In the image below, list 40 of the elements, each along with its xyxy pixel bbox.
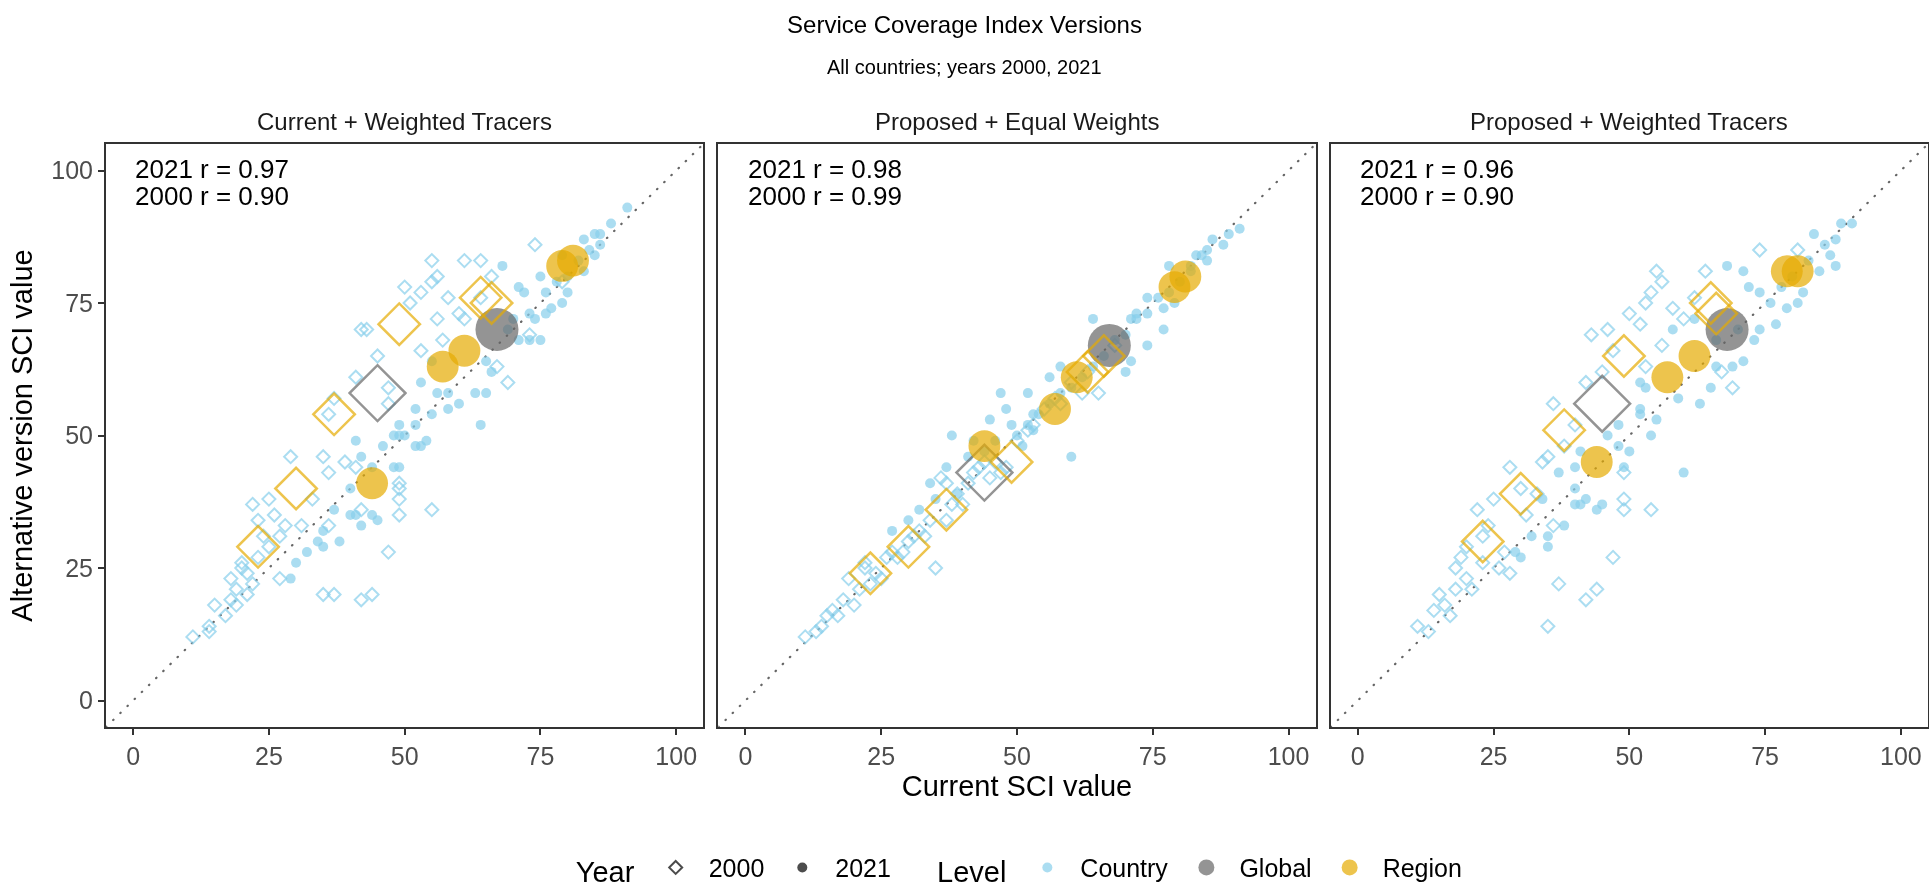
annotation: 2000 r = 0.99 xyxy=(748,181,902,211)
chart-title: Proposed + Weighted Tracers xyxy=(1470,108,1788,135)
x-tick-label: 100 xyxy=(1267,742,1310,770)
legend-label: Region xyxy=(1382,854,1462,883)
y-tick-label: 25 xyxy=(65,553,93,582)
x-tick-label: 100 xyxy=(655,742,698,770)
y-tick-label: 0 xyxy=(79,686,93,715)
x-tick-label: 0 xyxy=(1350,742,1365,770)
x-tick-label: 50 xyxy=(1615,742,1644,770)
text: All countries; years 2000, 2021 xyxy=(827,56,1102,78)
x-tick-label: 25 xyxy=(255,742,283,770)
x-tick-label: 75 xyxy=(1138,742,1167,770)
x-axis-title: Current SCI value xyxy=(901,770,1133,802)
annotation: 2021 r = 0.98 xyxy=(748,154,902,184)
x-tick-label: 0 xyxy=(738,742,753,770)
legend-title: Year xyxy=(575,856,635,889)
y-tick-label: 50 xyxy=(65,421,93,450)
annotation: 2000 r = 0.90 xyxy=(1360,181,1514,211)
x-tick-label: 25 xyxy=(867,742,896,770)
x-tick-label: 50 xyxy=(390,742,419,770)
y-tick-label: 75 xyxy=(65,288,93,317)
x-tick-label: 0 xyxy=(126,742,141,770)
chart-title: Proposed + Equal Weights xyxy=(875,108,1160,135)
legend-label: 2000 xyxy=(708,854,765,883)
y-tick-label: 100 xyxy=(51,156,93,185)
text: Service Coverage Index Versions xyxy=(787,10,1142,38)
legend-label: 2021 xyxy=(835,854,891,883)
x-tick-label: 100 xyxy=(1879,742,1922,770)
y-axis-title: Alternative version SCI value xyxy=(6,249,39,622)
annotation: 2000 r = 0.90 xyxy=(135,181,289,211)
x-tick-label: 50 xyxy=(1003,742,1031,770)
legend-label: Country xyxy=(1080,854,1169,883)
legend-title: Level xyxy=(937,856,1007,889)
annotation: 2021 r = 0.96 xyxy=(1360,154,1514,184)
x-tick-label: 75 xyxy=(1751,742,1779,770)
annotation: 2021 r = 0.97 xyxy=(135,154,289,184)
legend-label: Global xyxy=(1239,854,1312,883)
x-tick-label: 25 xyxy=(1479,742,1508,770)
x-tick-label: 75 xyxy=(526,742,555,770)
chart-title: Current + Weighted Tracers xyxy=(257,108,553,135)
